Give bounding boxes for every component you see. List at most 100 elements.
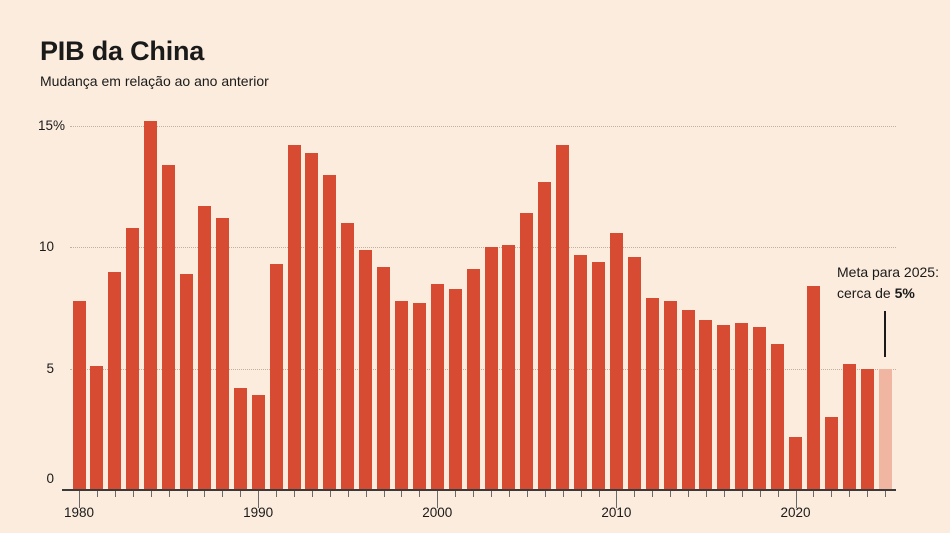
- x-tick-1994: [329, 491, 331, 497]
- x-tick-2018: [759, 491, 761, 497]
- x-axis-line: [62, 489, 896, 491]
- bar-1995: [341, 223, 355, 490]
- x-tick-1987: [204, 491, 206, 497]
- x-tick-1993: [311, 491, 313, 497]
- x-tick-1988: [222, 491, 224, 497]
- chart-subtitle: Mudança em relação ao ano anterior: [40, 73, 269, 89]
- bar-2016: [717, 325, 731, 490]
- bar-1983: [126, 227, 140, 490]
- x-tick-2006: [544, 491, 546, 497]
- bar-2024: [860, 368, 874, 490]
- bar-2011: [627, 257, 641, 490]
- bar-2019: [771, 344, 785, 490]
- x-axis-label-1980: 1980: [63, 505, 95, 520]
- x-tick-1999: [419, 491, 421, 497]
- bar-1996: [359, 249, 373, 490]
- x-tick-2020: [795, 491, 797, 508]
- x-tick-2011: [634, 491, 636, 497]
- x-tick-1983: [132, 491, 134, 497]
- x-tick-2009: [598, 491, 600, 497]
- x-tick-2003: [491, 491, 492, 497]
- bar-2008: [574, 254, 588, 490]
- x-tick-2016: [723, 491, 725, 497]
- x-axis-label-1990: 1990: [243, 505, 274, 520]
- bar-1980: [72, 300, 86, 490]
- bar-1986: [180, 274, 193, 490]
- x-tick-2015: [705, 491, 707, 497]
- chart-title: PIB da China: [40, 36, 205, 66]
- x-tick-2004: [508, 491, 510, 497]
- bar-1997: [377, 266, 390, 490]
- x-tick-2002: [473, 491, 475, 497]
- x-tick-1984: [150, 491, 152, 497]
- bar-2018: [753, 327, 767, 490]
- x-tick-1996: [365, 491, 367, 497]
- x-tick-1990: [258, 491, 260, 508]
- bar-2023: [842, 363, 856, 490]
- annotation-target-value: 5%: [894, 285, 915, 301]
- x-tick-1981: [96, 491, 98, 497]
- x-tick-1992: [294, 491, 295, 497]
- x-tick-2024: [867, 491, 869, 497]
- x-tick-2014: [688, 491, 689, 497]
- x-tick-2025: [885, 491, 887, 497]
- annotation-line-2: cerca de 5%: [837, 285, 915, 301]
- bar-2000: [430, 283, 444, 490]
- bar-2014: [681, 310, 695, 490]
- x-tick-1997: [383, 491, 385, 497]
- bar-2006: [538, 181, 552, 490]
- x-axis-label-2020: 2020: [780, 505, 811, 520]
- bar-1989: [233, 388, 247, 490]
- bar-2012: [645, 298, 659, 490]
- y-axis-label-5: 5: [46, 360, 54, 376]
- x-tick-1986: [186, 491, 188, 497]
- x-tick-2001: [455, 491, 457, 497]
- bar-2025-target: [878, 368, 892, 490]
- x-tick-2023: [849, 491, 851, 497]
- x-axis-label-2010: 2010: [601, 505, 632, 520]
- x-axis-label-2000: 2000: [422, 505, 453, 520]
- x-tick-2008: [580, 491, 582, 497]
- x-tick-2010: [616, 491, 618, 508]
- x-tick-2017: [741, 491, 743, 497]
- x-tick-1995: [347, 491, 349, 497]
- x-tick-2013: [670, 491, 672, 497]
- bar-2022: [824, 417, 838, 490]
- bar-2020: [789, 436, 802, 490]
- bar-2017: [735, 322, 749, 490]
- bar-2002: [466, 269, 480, 490]
- annotation-line-1: Meta para 2025:: [837, 264, 939, 280]
- bar-2003: [484, 247, 498, 490]
- gridline-15: [70, 126, 896, 127]
- bar-1994: [323, 174, 337, 490]
- bar-1991: [269, 264, 283, 490]
- y-axis-label-10: 10: [38, 239, 54, 255]
- bar-2001: [448, 288, 462, 490]
- gridline-5: [70, 368, 896, 370]
- bar-2005: [520, 213, 534, 490]
- x-tick-1982: [114, 491, 116, 497]
- bar-2004: [502, 244, 516, 490]
- bar-1987: [197, 206, 211, 490]
- bar-2013: [663, 300, 677, 490]
- x-tick-2022: [831, 491, 833, 497]
- x-tick-1991: [276, 491, 277, 497]
- x-tick-1998: [401, 491, 403, 497]
- x-tick-1985: [168, 491, 170, 497]
- bar-2015: [699, 320, 713, 490]
- bar-1993: [305, 152, 319, 490]
- x-tick-2007: [562, 491, 564, 497]
- x-tick-2019: [777, 491, 779, 497]
- bar-2010: [609, 232, 623, 490]
- bar-2007: [556, 145, 570, 490]
- gridline-10: [70, 247, 896, 249]
- bar-1999: [412, 303, 426, 490]
- x-tick-1980: [79, 491, 80, 508]
- annotation-pointer-line: [884, 311, 886, 357]
- bar-1992: [287, 145, 301, 490]
- x-tick-1989: [240, 491, 242, 497]
- annotation: Meta para 2025: cerca de 5%: [837, 262, 939, 304]
- bar-1984: [144, 121, 158, 490]
